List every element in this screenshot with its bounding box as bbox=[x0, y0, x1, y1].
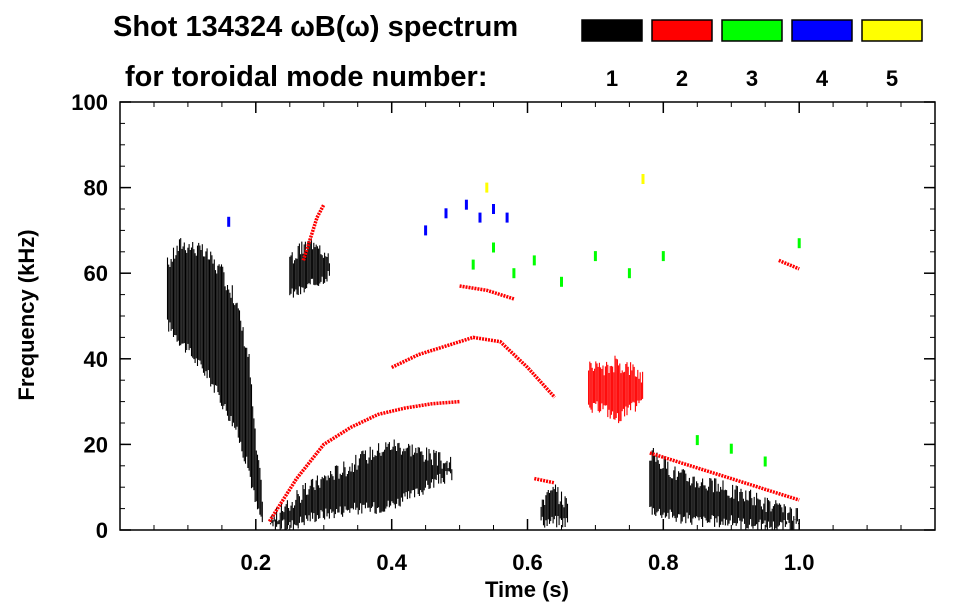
x-tick-label: 0.4 bbox=[376, 550, 407, 575]
mode-point bbox=[505, 212, 509, 223]
mode-2-feature-6 bbox=[301, 203, 326, 261]
mode-point bbox=[560, 276, 563, 287]
legend-label-mode-1: 1 bbox=[606, 66, 618, 91]
legend-swatch-mode-3 bbox=[721, 19, 783, 42]
chart-title: Shot 134324 ωB(ω) spectrum bbox=[113, 11, 518, 43]
y-tick-label: 60 bbox=[84, 261, 108, 286]
y-axis-label: Frequency (kHz) bbox=[14, 229, 39, 400]
mode-2-feature-7 bbox=[390, 335, 556, 399]
mode-point bbox=[797, 238, 801, 249]
mode-point bbox=[464, 199, 468, 210]
mode-2-feature-12 bbox=[778, 258, 800, 271]
legend-label-mode-5: 5 bbox=[886, 66, 898, 91]
mode-point bbox=[424, 225, 428, 236]
legend-swatch-mode-1 bbox=[581, 19, 643, 42]
legend-label-mode-4: 4 bbox=[816, 66, 829, 91]
legend-swatch-mode-5 bbox=[861, 19, 923, 42]
mode-point bbox=[641, 174, 645, 184]
mode-4-feature-15 bbox=[227, 199, 509, 236]
legend-swatch-mode-4 bbox=[791, 19, 853, 42]
mode-point bbox=[444, 208, 448, 219]
spectrum-plot-area bbox=[166, 174, 801, 530]
legend: 1 2 3 4 5 bbox=[581, 19, 923, 91]
plot-frame bbox=[119, 101, 936, 531]
mode-point bbox=[695, 435, 699, 446]
x-tick-label: 0.6 bbox=[512, 550, 543, 575]
mode-2-feature-10 bbox=[588, 355, 644, 424]
mode-point bbox=[492, 204, 495, 214]
mode-point bbox=[532, 255, 536, 266]
mode-2-feature-8 bbox=[459, 284, 515, 301]
mode-point bbox=[763, 456, 767, 467]
mode-2-feature-11 bbox=[649, 451, 800, 502]
x-axis-label: Time (s) bbox=[485, 577, 569, 602]
mode-point bbox=[492, 242, 495, 253]
mode-line bbox=[778, 258, 800, 271]
mode-1-feature-2 bbox=[289, 238, 330, 298]
y-tick-label: 40 bbox=[84, 347, 108, 372]
mode-5-feature-16 bbox=[485, 174, 645, 193]
x-tick-label: 0.2 bbox=[241, 550, 272, 575]
mode-1-feature-0 bbox=[166, 238, 263, 523]
plot-axes: 0.2 0.4 0.6 0.8 1.0 0 20 40 60 80 100 bbox=[71, 90, 936, 575]
mode-point bbox=[485, 182, 489, 193]
y-tick-label: 20 bbox=[84, 432, 108, 457]
mode-1-feature-1 bbox=[268, 439, 453, 530]
mode-line bbox=[649, 451, 800, 502]
legend-swatch-mode-2 bbox=[651, 19, 713, 42]
y-tick-label: 100 bbox=[71, 90, 108, 115]
mode-2-feature-5 bbox=[267, 399, 460, 523]
mode-line bbox=[390, 335, 556, 399]
x-tick-label: 1.0 bbox=[784, 550, 815, 575]
mode-point bbox=[661, 251, 665, 262]
mode-point bbox=[478, 212, 482, 223]
y-tick-label: 0 bbox=[96, 518, 108, 543]
mode-point bbox=[471, 259, 475, 270]
mode-point bbox=[227, 216, 231, 227]
legend-label-mode-3: 3 bbox=[746, 66, 758, 91]
mode-line bbox=[533, 476, 556, 485]
legend-title: for toroidal mode number: bbox=[125, 61, 488, 93]
mode-2-feature-9 bbox=[533, 476, 556, 485]
mode-3-feature-13 bbox=[471, 242, 665, 287]
y-tick-label: 80 bbox=[84, 176, 108, 201]
mode-point bbox=[593, 251, 597, 262]
mode-line bbox=[301, 203, 326, 261]
mode-point bbox=[512, 268, 516, 279]
legend-label-mode-2: 2 bbox=[676, 66, 688, 91]
mode-line bbox=[459, 284, 515, 301]
mode-point bbox=[627, 268, 631, 279]
mode-point bbox=[729, 443, 733, 454]
mode-line bbox=[267, 399, 460, 523]
mode-1-feature-4 bbox=[649, 448, 800, 530]
x-tick-label: 0.8 bbox=[648, 550, 679, 575]
mode-3-feature-14 bbox=[695, 238, 801, 467]
mode-1-feature-3 bbox=[540, 484, 569, 528]
